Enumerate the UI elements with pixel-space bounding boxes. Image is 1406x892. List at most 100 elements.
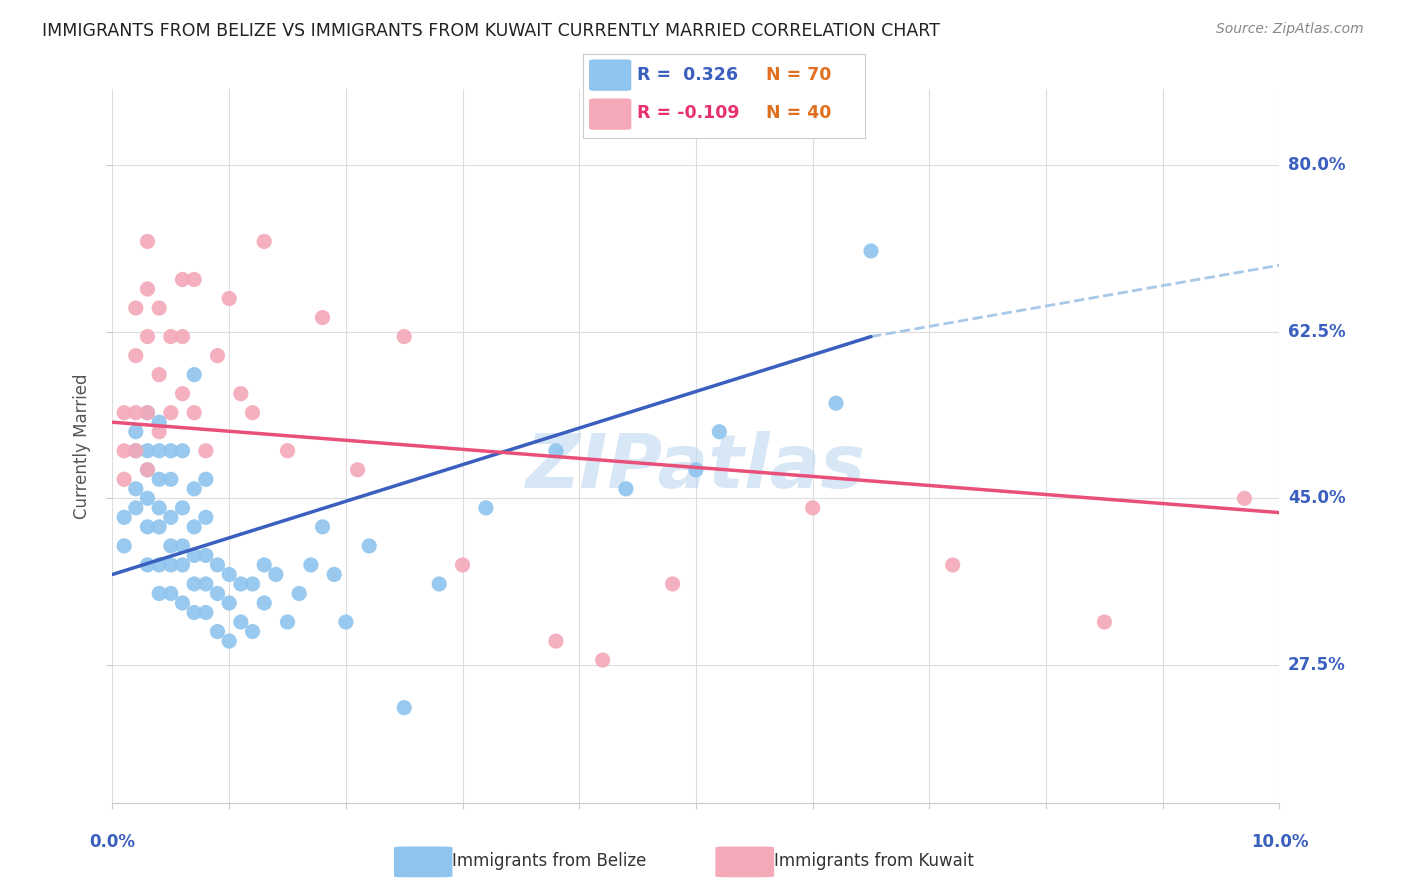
Point	[112, 406, 135, 420]
Point	[125, 482, 148, 496]
Text: N = 40: N = 40	[766, 104, 831, 122]
Text: ZIPatlas: ZIPatlas	[526, 431, 866, 504]
Point	[218, 567, 240, 582]
Point	[207, 624, 229, 639]
Point	[148, 586, 170, 600]
Point	[194, 577, 217, 591]
Point	[172, 329, 194, 343]
Point	[172, 272, 194, 286]
Point	[1092, 615, 1115, 629]
Text: 10.0%: 10.0%	[1251, 833, 1308, 851]
Point	[709, 425, 731, 439]
Point	[112, 472, 135, 486]
Point	[859, 244, 883, 258]
Point	[125, 443, 148, 458]
Point	[148, 368, 170, 382]
Point	[253, 558, 276, 572]
Point	[299, 558, 322, 572]
Point	[136, 520, 159, 534]
Point	[160, 558, 183, 572]
Point	[112, 443, 135, 458]
Point	[264, 567, 287, 582]
Point	[229, 577, 252, 591]
Text: Immigrants from Kuwait: Immigrants from Kuwait	[775, 852, 974, 870]
Point	[148, 558, 170, 572]
Point	[207, 586, 229, 600]
Point	[825, 396, 848, 410]
Point	[1233, 491, 1256, 506]
Point	[183, 272, 205, 286]
Point	[451, 558, 474, 572]
Point	[242, 577, 264, 591]
Point	[148, 425, 170, 439]
Point	[544, 634, 567, 648]
Text: 45.0%: 45.0%	[1288, 490, 1346, 508]
Point	[544, 443, 567, 458]
Point	[288, 586, 311, 600]
Text: Immigrants from Belize: Immigrants from Belize	[453, 852, 647, 870]
Point	[218, 634, 240, 648]
Point	[661, 577, 683, 591]
Point	[276, 443, 298, 458]
Point	[218, 596, 240, 610]
Point	[148, 301, 170, 315]
Point	[276, 615, 298, 629]
Point	[160, 406, 183, 420]
Point	[942, 558, 965, 572]
Point	[148, 415, 170, 429]
Point	[311, 310, 333, 325]
Point	[194, 472, 217, 486]
Text: IMMIGRANTS FROM BELIZE VS IMMIGRANTS FROM KUWAIT CURRENTLY MARRIED CORRELATION C: IMMIGRANTS FROM BELIZE VS IMMIGRANTS FRO…	[42, 22, 941, 40]
Point	[160, 539, 183, 553]
Point	[183, 520, 205, 534]
Point	[614, 482, 637, 496]
Text: 62.5%: 62.5%	[1288, 323, 1346, 341]
Point	[148, 500, 170, 515]
Point	[125, 500, 148, 515]
Point	[801, 500, 824, 515]
Text: 27.5%: 27.5%	[1288, 656, 1346, 673]
Text: R =  0.326: R = 0.326	[637, 66, 738, 84]
Point	[346, 463, 368, 477]
Point	[136, 282, 159, 296]
Point	[183, 368, 205, 382]
Point	[172, 500, 194, 515]
Point	[136, 463, 159, 477]
Point	[172, 558, 194, 572]
Point	[207, 558, 229, 572]
Point	[136, 406, 159, 420]
FancyBboxPatch shape	[589, 60, 631, 91]
Point	[194, 606, 217, 620]
FancyBboxPatch shape	[589, 98, 631, 130]
Text: R = -0.109: R = -0.109	[637, 104, 740, 122]
Point	[125, 425, 148, 439]
Point	[125, 406, 148, 420]
Point	[311, 520, 333, 534]
FancyBboxPatch shape	[394, 847, 453, 878]
Point	[136, 491, 159, 506]
Point	[112, 539, 135, 553]
Point	[183, 406, 205, 420]
Point	[253, 235, 276, 249]
Text: 80.0%: 80.0%	[1288, 156, 1346, 174]
Point	[172, 386, 194, 401]
Point	[242, 406, 264, 420]
Point	[160, 329, 183, 343]
FancyBboxPatch shape	[716, 847, 775, 878]
Point	[125, 443, 148, 458]
Point	[592, 653, 614, 667]
Text: 0.0%: 0.0%	[90, 833, 135, 851]
Point	[207, 349, 229, 363]
Point	[183, 549, 205, 563]
Point	[172, 596, 194, 610]
Point	[148, 520, 170, 534]
Point	[427, 577, 450, 591]
Point	[136, 329, 159, 343]
Point	[172, 539, 194, 553]
Point	[359, 539, 381, 553]
Point	[160, 586, 183, 600]
Point	[136, 406, 159, 420]
Point	[229, 615, 252, 629]
Point	[253, 596, 276, 610]
Point	[335, 615, 357, 629]
